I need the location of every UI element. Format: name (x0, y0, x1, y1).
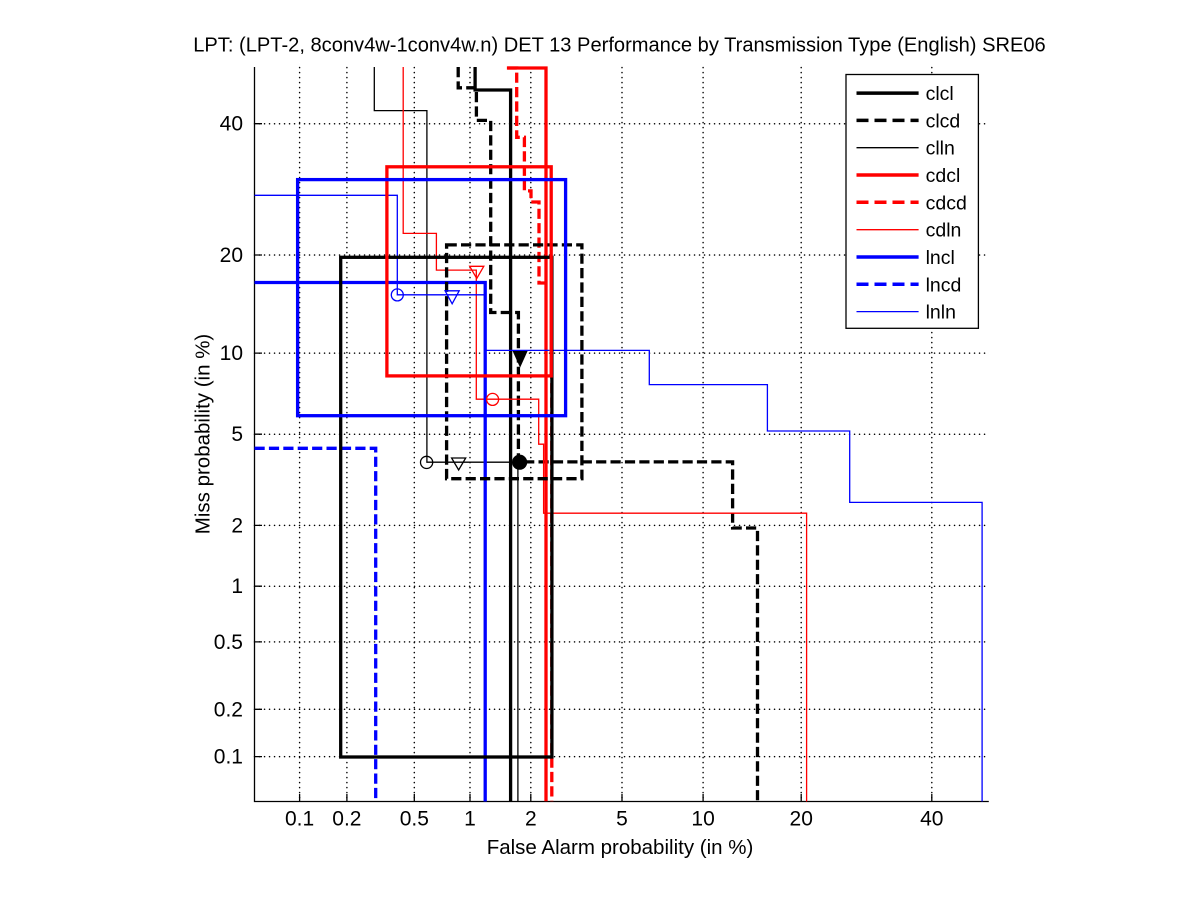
svg-text:20: 20 (220, 244, 243, 267)
svg-text:0.1: 0.1 (214, 746, 243, 769)
svg-text:0.2: 0.2 (214, 698, 243, 721)
svg-text:clcl: clcl (926, 83, 954, 105)
svg-text:lncd: lncd (926, 274, 962, 296)
svg-text:False Alarm probability (in %): False Alarm probability (in %) (487, 836, 754, 859)
svg-text:lnln: lnln (926, 302, 956, 324)
svg-text:0.1: 0.1 (285, 807, 314, 830)
svg-text:5: 5 (231, 423, 243, 446)
svg-text:lncl: lncl (926, 247, 955, 269)
svg-text:0.5: 0.5 (400, 807, 429, 830)
svg-text:clln: clln (926, 138, 955, 160)
svg-text:LPT: (LPT-2, 8conv4w-1conv4w.n: LPT: (LPT-2, 8conv4w-1conv4w.n) DET 13 P… (193, 35, 1046, 57)
svg-text:2: 2 (231, 514, 243, 537)
svg-text:cdln: cdln (926, 220, 962, 242)
svg-text:1: 1 (231, 575, 243, 598)
svg-text:40: 40 (920, 807, 943, 830)
svg-text:cdcl: cdcl (926, 165, 961, 187)
svg-text:20: 20 (790, 807, 813, 830)
svg-text:1: 1 (464, 807, 476, 830)
svg-text:2: 2 (525, 807, 537, 830)
svg-text:Miss probability (in %): Miss probability (in %) (192, 334, 215, 535)
svg-text:0.2: 0.2 (332, 807, 361, 830)
svg-text:clcd: clcd (926, 110, 961, 132)
svg-text:cdcd: cdcd (926, 192, 967, 214)
svg-text:5: 5 (616, 807, 628, 830)
svg-text:10: 10 (691, 807, 714, 830)
svg-text:40: 40 (220, 113, 243, 136)
svg-text:10: 10 (220, 342, 243, 365)
svg-text:0.5: 0.5 (214, 631, 243, 654)
